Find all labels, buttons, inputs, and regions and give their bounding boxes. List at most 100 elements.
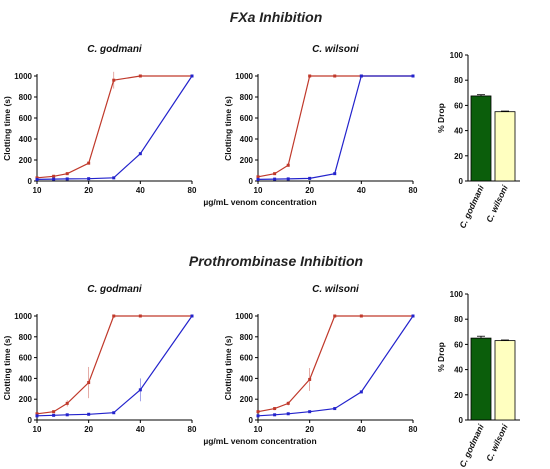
x-tick-label: 10 xyxy=(254,186,263,195)
series-line xyxy=(257,315,413,413)
data-point xyxy=(112,176,116,180)
y-tick-label: 400 xyxy=(19,374,33,383)
data-point xyxy=(65,177,69,181)
series-line xyxy=(36,75,192,179)
x-tick-label: 20 xyxy=(305,425,314,434)
y-tick-label: 0 xyxy=(28,177,33,186)
data-point xyxy=(286,177,290,181)
data-point xyxy=(333,407,337,411)
x-tick-label: 80 xyxy=(409,186,418,195)
y-axis-label: Clotting time (s) xyxy=(223,335,233,400)
x-tick-label: 80 xyxy=(409,425,418,434)
line-panel-1: C. wilsoni 0 200 400 600 800 1000 10 20 40 80 Clott… xyxy=(223,284,418,434)
data-point xyxy=(308,410,312,414)
x-tick-label: 10 xyxy=(254,425,263,434)
series-line xyxy=(36,75,193,180)
data-point xyxy=(308,377,312,381)
y-tick-label: 100 xyxy=(450,51,464,60)
bar-category-label: C. wilsoni xyxy=(484,422,510,463)
data-point xyxy=(52,177,56,181)
y-tick-label: 80 xyxy=(454,315,463,324)
y-axis-label: Clotting time (s) xyxy=(2,96,12,161)
y-tick-label: 0 xyxy=(249,177,254,186)
data-point xyxy=(333,74,337,78)
x-tick-label: 10 xyxy=(33,425,42,434)
y-tick-label: 600 xyxy=(240,354,254,363)
y-axis-label: % Drop xyxy=(436,103,446,133)
y-tick-label: 200 xyxy=(240,395,254,404)
y-tick-label: 0 xyxy=(459,177,464,186)
data-point xyxy=(308,176,312,180)
y-axis-label: Clotting time (s) xyxy=(2,335,12,400)
y-tick-label: 100 xyxy=(450,290,464,299)
data-point xyxy=(333,314,337,318)
x-tick-label: 20 xyxy=(305,186,314,195)
series-line xyxy=(36,315,192,415)
data-point xyxy=(333,172,337,176)
y-tick-label: 0 xyxy=(28,416,33,425)
data-point xyxy=(286,163,290,167)
panel-title: C. godmani xyxy=(87,44,142,55)
y-tick-label: 200 xyxy=(240,156,254,165)
y-tick-label: 600 xyxy=(19,114,33,123)
y-tick-label: 800 xyxy=(240,333,254,342)
y-tick-label: 600 xyxy=(240,114,254,123)
panel-title: C. wilsoni xyxy=(312,284,359,295)
bar-category-label: C. godmani xyxy=(457,183,486,230)
data-point xyxy=(87,381,91,385)
data-point xyxy=(65,413,69,417)
data-point xyxy=(256,414,260,418)
data-point xyxy=(256,175,260,179)
data-point xyxy=(138,388,142,392)
series-1 xyxy=(35,74,194,181)
data-point xyxy=(359,390,363,394)
series-line xyxy=(36,315,193,417)
data-point xyxy=(52,174,56,178)
bar xyxy=(470,95,492,182)
y-tick-label: 40 xyxy=(454,366,463,375)
y-tick-label: 60 xyxy=(454,340,463,349)
data-point xyxy=(87,161,91,165)
data-point xyxy=(112,314,116,318)
y-axis-label: % Drop xyxy=(436,342,446,372)
series-0 xyxy=(256,314,415,414)
data-point xyxy=(65,401,69,405)
y-tick-label: 0 xyxy=(459,416,464,425)
series-1 xyxy=(35,314,194,418)
y-tick-label: 200 xyxy=(19,395,33,404)
y-tick-label: 400 xyxy=(240,135,254,144)
series-0 xyxy=(35,314,194,416)
section-title: FXa Inhibition xyxy=(230,9,323,25)
data-point xyxy=(52,410,56,414)
y-tick-label: 800 xyxy=(240,93,254,102)
series-0 xyxy=(35,71,194,180)
panel-title: C. godmani xyxy=(87,284,142,295)
data-point xyxy=(112,78,116,82)
bar xyxy=(470,337,492,421)
data-point xyxy=(286,401,290,405)
data-point xyxy=(35,177,39,181)
bar xyxy=(494,111,516,182)
data-point xyxy=(35,414,39,418)
data-point xyxy=(87,177,91,181)
bar-category-label: C. wilsoni xyxy=(484,183,510,224)
y-axis-label: Clotting time (s) xyxy=(223,96,233,161)
x-tick-label: 40 xyxy=(136,425,145,434)
data-point xyxy=(359,74,363,78)
data-point xyxy=(411,74,415,78)
data-point xyxy=(286,412,290,416)
line-panel-1: C. wilsoni 0 200 400 600 800 1000 10 20 40 80 Clott… xyxy=(223,44,418,195)
data-point xyxy=(35,412,39,416)
x-tick-label: 20 xyxy=(84,186,93,195)
data-point xyxy=(87,412,91,416)
series-1 xyxy=(256,314,415,418)
data-point xyxy=(273,407,277,411)
y-tick-label: 600 xyxy=(19,354,33,363)
x-axis-label: µg/mL venom concentration xyxy=(203,197,316,207)
